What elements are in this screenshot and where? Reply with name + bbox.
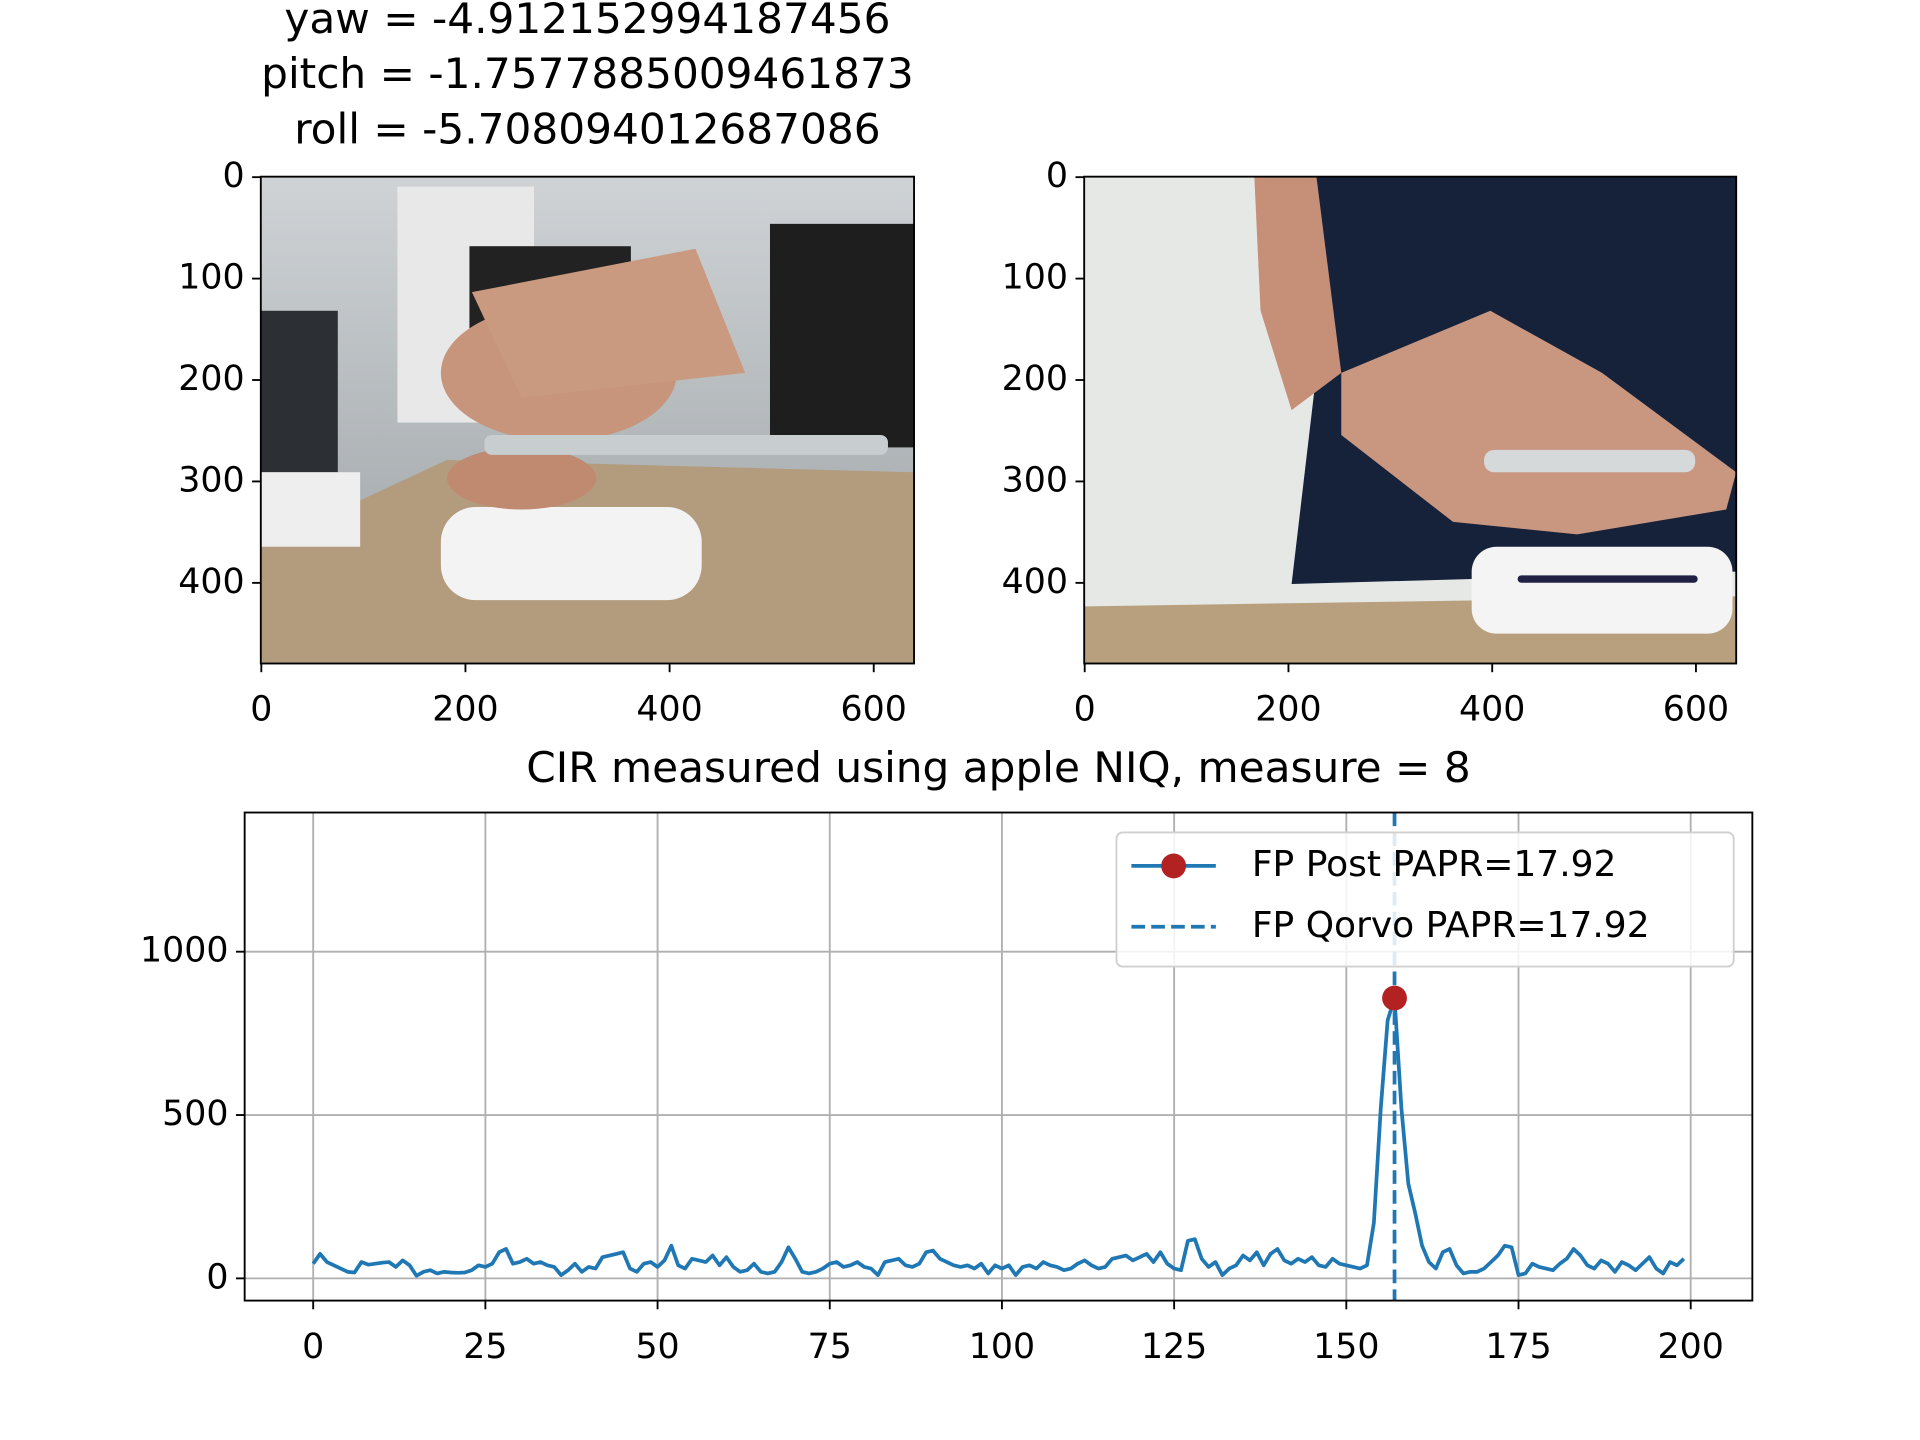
y-tick-label: 300 [178,460,244,500]
x-tick-label: 200 [1255,690,1321,730]
y-tick-label: 400 [1002,562,1068,602]
x-tick-label: 50 [635,1327,679,1367]
x-tick-label: 0 [1074,690,1096,730]
legend-marker [1161,853,1187,879]
axes-frame [243,811,1754,1302]
x-tick-label: 125 [1141,1327,1207,1367]
x-tick-label: 100 [969,1327,1035,1367]
y-tick-label: 200 [178,359,244,399]
y-tick-label: 200 [1002,359,1068,399]
fp-marker [1382,985,1407,1011]
x-tick-label: 400 [1459,690,1525,730]
x-tick-label: 200 [432,690,498,730]
y-tick-label: 0 [223,156,245,196]
cir-line [311,996,1686,1278]
y-tick-label: 0 [206,1257,228,1297]
x-tick-label: 600 [841,690,907,730]
photo-left [260,176,915,664]
x-tick-label: 25 [463,1327,507,1367]
photo-right [1084,176,1737,664]
x-tick-label: 200 [1658,1327,1724,1367]
x-tick-label: 75 [808,1327,852,1367]
x-tick-label: 0 [302,1327,324,1367]
y-tick-label: 1000 [140,931,228,971]
y-tick-label: 100 [178,258,244,298]
x-tick-label: 150 [1313,1327,1379,1367]
subplot-title: yaw = -4.912152994187456 [284,0,890,43]
x-tick-label: 400 [636,690,702,730]
y-tick-label: 300 [1002,460,1068,500]
y-tick-label: 0 [1046,156,1068,196]
x-tick-label: 600 [1663,690,1729,730]
axes-frame [1083,175,1738,665]
legend-label: FP Post PAPR=17.92 [1252,844,1617,885]
legend-box [1115,831,1735,968]
subplot-title: roll = -5.708094012687086 [294,104,880,153]
y-tick-label: 500 [162,1094,228,1134]
chart-title: CIR measured using apple NIQ, measure = … [526,743,1470,792]
legend-label: FP Qorvo PAPR=17.92 [1252,905,1650,946]
y-tick-label: 400 [178,562,244,602]
y-tick-label: 100 [1002,258,1068,298]
subplot-title: pitch = -1.7577885009461873 [261,49,914,98]
x-tick-label: 175 [1485,1327,1551,1367]
axes-frame [259,175,915,665]
x-tick-label: 0 [250,690,272,730]
